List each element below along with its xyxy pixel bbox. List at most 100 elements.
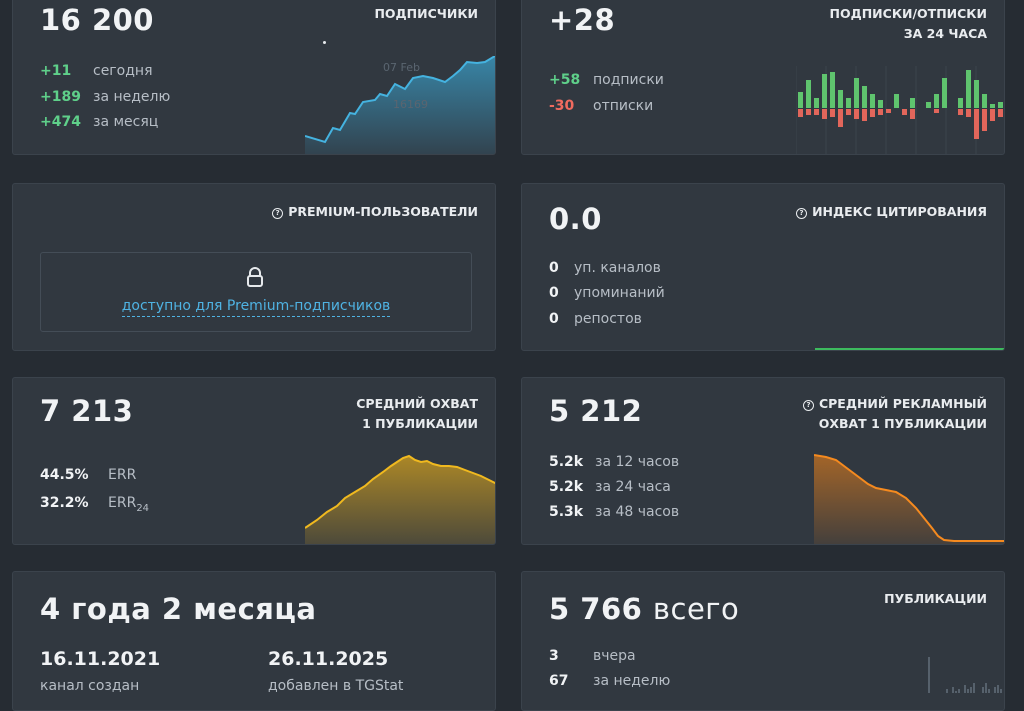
premium-caption: ? PREMIUM-ПОЛЬЗОВАТЕЛИ xyxy=(272,202,478,222)
subs-unsubs-caption-1: ПОДПИСКИ/ОТПИСКИ xyxy=(829,6,988,21)
subs-bar xyxy=(934,94,939,108)
subscribers-today-label: сегодня xyxy=(93,63,153,79)
posts-caption: ПУБЛИКАЦИИ xyxy=(884,591,987,606)
reach-sparkline[interactable] xyxy=(305,454,496,545)
subscribers-row-today: +11 сегодня xyxy=(40,63,153,79)
citation-channels-label: уп. каналов xyxy=(574,260,661,276)
posts-yesterday-label: вчера xyxy=(593,648,636,664)
posts-bar xyxy=(967,689,969,693)
citation-row-reposts: 0 репостов xyxy=(549,311,642,327)
reach-err-value: 44.5% xyxy=(40,467,89,483)
posts-bar xyxy=(958,689,960,693)
subs-bar xyxy=(854,78,859,108)
reach-card[interactable]: 7 213 СРЕДНИЙ ОХВАТ 1 ПУБЛИКАЦИИ 44.5% E… xyxy=(12,377,496,545)
posts-bar xyxy=(955,691,957,693)
subscribers-today-value: +11 xyxy=(40,63,72,79)
posts-total-number: 5 766 xyxy=(549,592,643,626)
reach-err24-value: 32.2% xyxy=(40,495,89,511)
premium-link[interactable]: доступно для Premium-подписчиков xyxy=(41,298,471,317)
premium-caption-text: PREMIUM-ПОЛЬЗОВАТЕЛИ xyxy=(288,204,478,219)
subs-bar xyxy=(894,94,899,108)
posts-card[interactable]: 5 766 всего ПУБЛИКАЦИИ 3 вчера 67 за нед… xyxy=(521,571,1005,711)
citation-mentions-value: 0 xyxy=(549,285,559,301)
question-icon[interactable]: ? xyxy=(796,208,808,219)
ad-reach-caption-1: ? СРЕДНИЙ РЕКЛАМНЫЙ xyxy=(802,394,987,414)
ad-reach-48h-label: за 48 часов xyxy=(595,504,680,520)
question-icon[interactable]: ? xyxy=(802,400,814,411)
reach-line xyxy=(305,454,495,529)
subs-unsubs-total: +28 xyxy=(549,3,616,37)
subs-bar xyxy=(806,80,811,108)
subs-bar xyxy=(910,98,915,108)
posts-row-yesterday: 3 вчера xyxy=(549,648,636,664)
subs-bar xyxy=(998,102,1003,108)
citation-card[interactable]: 0.0 ? ИНДЕКС ЦИТИРОВАНИЯ 0 уп. каналов 0 … xyxy=(521,183,1005,351)
unsubs-value: -30 xyxy=(549,98,575,114)
reach-caption-2: 1 ПУБЛИКАЦИИ xyxy=(362,416,478,431)
subscribers-dot xyxy=(323,41,326,44)
subs-bar xyxy=(814,98,819,108)
subs-label: подписки xyxy=(593,72,664,88)
unsubs-bar xyxy=(854,109,859,119)
posts-total-suffix: всего xyxy=(652,592,740,626)
reach-err-row: 44.5% ERR xyxy=(40,467,136,483)
posts-bar xyxy=(928,657,930,693)
subs-unsubs-card[interactable]: +28 ПОДПИСКИ/ОТПИСКИ ЗА 24 ЧАСА +58 подп… xyxy=(521,0,1005,155)
subs-bar xyxy=(958,98,963,108)
citation-baseline xyxy=(815,348,1004,350)
subs-bar xyxy=(830,72,835,108)
subs-bar xyxy=(862,86,867,108)
added-label: добавлен в TGStat xyxy=(268,678,404,694)
subs-unsubs-bar-chart[interactable] xyxy=(796,66,1005,155)
ad-reach-24h-value: 5.2k xyxy=(549,479,584,495)
posts-bar xyxy=(988,689,990,693)
subs-bar xyxy=(974,80,979,108)
ad-reach-card[interactable]: 5 212 ? СРЕДНИЙ РЕКЛАМНЫЙ ОХВАТ 1 ПУБЛИКА… xyxy=(521,377,1005,545)
premium-lock-box: доступно для Premium-подписчиков xyxy=(40,252,472,332)
posts-bar xyxy=(997,685,999,693)
reach-caption-1: СРЕДНИЙ ОХВАТ xyxy=(356,396,478,411)
unsubs-bar xyxy=(998,109,1003,117)
unsubs-bar xyxy=(830,109,835,117)
unsubs-bar xyxy=(974,109,979,139)
subscribers-tooltip-value: 16169 xyxy=(393,98,428,111)
premium-card: ? PREMIUM-ПОЛЬЗОВАТЕЛИ доступно для Premi… xyxy=(12,183,496,351)
unsubs-bar xyxy=(822,109,827,119)
subscribers-sparkline[interactable]: 07 Feb 16169 xyxy=(305,56,496,155)
unsubs-bar xyxy=(798,109,803,117)
question-icon[interactable]: ? xyxy=(272,208,284,219)
unsubs-bar xyxy=(886,109,891,113)
subs-unsubs-caption-2: ЗА 24 ЧАСА xyxy=(903,26,987,41)
subs-bar xyxy=(982,94,987,108)
citation-reposts-label: репостов xyxy=(574,311,642,327)
reach-err24-row: 32.2% ERR24 xyxy=(40,495,149,514)
subscribers-card[interactable]: 16 200 ПОДПИСЧИКИ +11 сегодня +189 за не… xyxy=(12,0,496,155)
citation-row-channels: 0 уп. каналов xyxy=(549,260,661,276)
subs-bar xyxy=(798,92,803,108)
subs-bar xyxy=(942,78,947,108)
posts-bar xyxy=(946,689,948,693)
unsubs-bar xyxy=(958,109,963,115)
posts-week-label: за неделю xyxy=(593,673,671,689)
unsubs-bar xyxy=(806,109,811,115)
posts-bar xyxy=(985,683,987,693)
created-date: 16.11.2021 xyxy=(40,648,161,670)
subscribers-row-month: +474 за месяц xyxy=(40,114,158,130)
posts-bar xyxy=(964,685,966,693)
premium-link-text[interactable]: доступно для Premium-подписчиков xyxy=(121,298,391,317)
posts-bar xyxy=(994,687,996,693)
ad-reach-sparkline[interactable] xyxy=(814,454,1005,545)
posts-bar-chart[interactable] xyxy=(844,643,1004,693)
posts-bar xyxy=(973,683,975,693)
subscribers-tooltip-date: 07 Feb xyxy=(383,61,420,74)
lock-icon xyxy=(247,267,263,287)
subs-row: +58 подписки xyxy=(549,72,664,88)
unsubs-bar xyxy=(862,109,867,121)
unsubs-bar xyxy=(910,109,915,119)
ad-reach-row-12h: 5.2k за 12 часов xyxy=(549,454,679,470)
reach-err24-sub: 24 xyxy=(136,502,150,514)
reach-total: 7 213 xyxy=(40,394,134,428)
citation-reposts-value: 0 xyxy=(549,311,559,327)
subs-bar xyxy=(966,70,971,108)
ad-reach-line xyxy=(814,454,1004,542)
